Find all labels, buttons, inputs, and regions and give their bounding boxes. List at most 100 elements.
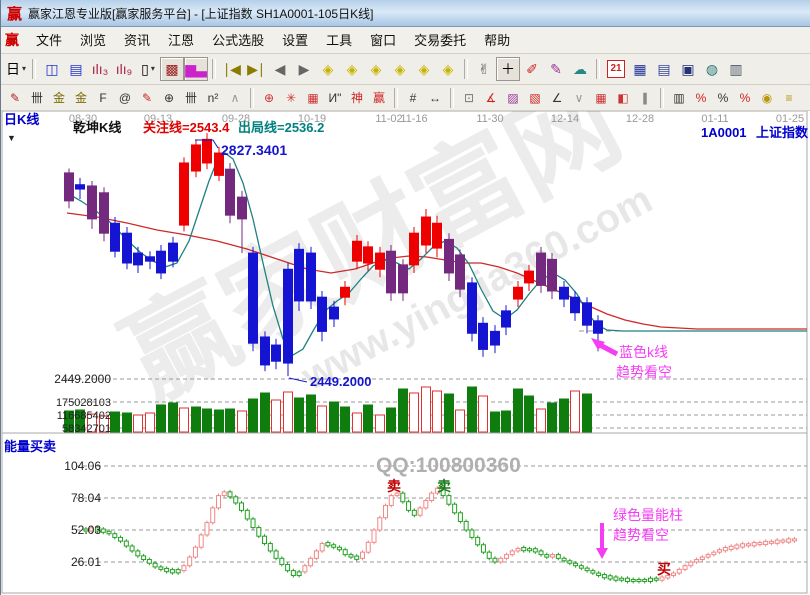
gold-line-tool[interactable]: ≡ [785, 90, 793, 105]
f-grid-tool[interactable]: F [99, 90, 107, 105]
menu-item-2[interactable]: 资讯 [124, 33, 151, 48]
angle-gray-tool[interactable]: ∧ [230, 90, 240, 105]
svg-text:08-30: 08-30 [69, 113, 97, 125]
diamond-expand-button[interactable]: ◈ [418, 61, 430, 77]
energy-pane-label[interactable]: 能量买卖 [4, 439, 56, 454]
blue-k-arrow-icon [591, 338, 619, 357]
frame-grid-tool[interactable]: # [409, 90, 417, 105]
pattern-view-button[interactable]: ◫ [45, 61, 59, 77]
svg-text:09-13: 09-13 [144, 113, 172, 125]
period-dropdown-icon[interactable]: ▼ [7, 133, 16, 143]
circle-grid-tool[interactable]: ⊕ [163, 90, 175, 105]
pen-red-tool[interactable]: ✎ [141, 90, 153, 105]
calendar-button[interactable]: 21 [607, 60, 625, 78]
toolbar-separator [32, 59, 36, 79]
blue-k-annotation-2: 趋势看空 [616, 364, 672, 380]
menu-item-6[interactable]: 工具 [326, 33, 353, 48]
cloud-tool-button[interactable]: ☁ [573, 61, 587, 77]
gold-grid-tool[interactable]: 金 [52, 90, 65, 105]
svg-text:11-02: 11-02 [375, 113, 402, 125]
menu-item-0[interactable]: 文件 [36, 33, 63, 48]
info-list-button[interactable]: ▤ [69, 61, 83, 77]
save-button[interactable]: ▣ [681, 61, 695, 77]
web-grid-tool[interactable]: ▦ [307, 90, 319, 105]
bars-3-button[interactable]: ılı₃ [91, 61, 109, 77]
volume-color-button[interactable]: ▆▃ [184, 57, 208, 81]
diamond-left-button[interactable]: ◈ [322, 61, 334, 77]
title-bar: 赢 赢家江恩专业版[赢家服务平台] - [上证指数 SH1A0001-105日K… [1, 0, 810, 27]
first-bar-button[interactable]: ∣◀ [223, 61, 241, 77]
hollow-candle-button[interactable]: ▯ ▾ [141, 61, 155, 77]
target-red-tool[interactable]: ⊕ [263, 90, 275, 105]
prev-bar-button[interactable]: ◀ [274, 61, 286, 77]
peak-price-label: 2827.3401 [221, 142, 287, 158]
star-grid-tool[interactable]: ✳ [285, 90, 297, 105]
spiral-tool[interactable]: @ [118, 90, 132, 105]
menu-item-9[interactable]: 帮助 [484, 33, 511, 48]
chart-canvas[interactable]: 赢家财富网 www.yingjia360.com 08-3009-1309-28… [1, 61, 810, 595]
fan-box-tool[interactable]: ▨ [507, 90, 519, 105]
shen-grid-tool[interactable]: 神 [350, 90, 363, 105]
toolbar-separator [212, 59, 216, 79]
period-label[interactable]: 日K线 [4, 112, 39, 127]
menu-item-5[interactable]: 设置 [282, 33, 309, 48]
width-tool[interactable]: ↔ [429, 90, 441, 105]
toolbar-gann: ✎ 卌金金 F @ ✎ ⊕ 卌 n² ∧ ⊕ ✳ ▦ И" 神赢 # ↔ ⊡ ∡ ▨ ▧ ∠ ∨ ▦ ◧ ∥ ▥%%% ◉ ≡ [1, 85, 810, 111]
percent-tool[interactable]: % [717, 90, 729, 105]
pen-tool[interactable]: ✎ [9, 90, 21, 105]
qiankun-pattern-button[interactable]: ▩ [160, 57, 184, 81]
parallel-tool[interactable]: ∥ [642, 90, 648, 105]
menu-item-3[interactable]: 江恩 [168, 33, 195, 48]
gold-grid2-tool[interactable]: 金 [74, 90, 87, 105]
red-grid2-tool[interactable]: ◧ [617, 90, 629, 105]
grid-tool[interactable]: 卌 [30, 90, 43, 105]
green-bar-annotation-1: 绿色量能柱 [613, 507, 683, 523]
symbol-code[interactable]: 1A0001 [701, 125, 747, 140]
gold-circle-tool[interactable]: ◉ [761, 90, 773, 105]
red-grid-tool[interactable]: ▦ [595, 90, 607, 105]
bars-9-button[interactable]: ılı₉ [115, 61, 133, 77]
percent-cut-tool[interactable]: % [695, 90, 707, 105]
ying-grid-tool[interactable]: 赢 [372, 90, 385, 105]
diamond-right-button[interactable]: ◈ [346, 61, 358, 77]
crosshair-tool-button[interactable]: ＋ [496, 57, 520, 81]
gann-i-tool[interactable]: И" [328, 90, 342, 105]
fan-red-tool[interactable]: ∡ [485, 90, 497, 105]
window-title: 赢家江恩专业版[赢家服务平台] - [上证指数 SH1A0001-105日K线] [28, 6, 374, 21]
last-bar-button[interactable]: ▶∣ [247, 61, 265, 77]
svg-text:11-16: 11-16 [400, 113, 427, 125]
menu-item-7[interactable]: 窗口 [370, 33, 397, 48]
bars-frame-tool[interactable]: ▥ [673, 90, 685, 105]
sell-signal-1: 卖 [387, 478, 401, 494]
fan-dense-tool[interactable]: ▧ [529, 90, 541, 105]
angle-tool-button[interactable]: ✐ [526, 61, 538, 77]
line-grid-tool[interactable]: 卌 [184, 90, 197, 105]
calculator-button[interactable]: ▦ [633, 61, 647, 77]
diamond-compress-button[interactable]: ◈ [442, 61, 454, 77]
svg-text:12-14: 12-14 [551, 113, 579, 125]
diamond-center-button[interactable]: ◈ [394, 61, 406, 77]
next-bar-button[interactable]: ▶ [298, 61, 310, 77]
diamond-split-button[interactable]: ◈ [370, 61, 382, 77]
purple-tool-button[interactable]: ✎ [550, 61, 562, 77]
period-day-button[interactable]: 日 ▾ [5, 61, 26, 77]
menu-item-1[interactable]: 浏览 [80, 33, 107, 48]
dropdown-caret-icon: ▾ [150, 64, 155, 73]
svg-text:11-30: 11-30 [476, 113, 503, 125]
svg-text:10-19: 10-19 [298, 113, 326, 125]
box-corner-tool[interactable]: ⊡ [463, 90, 475, 105]
menu-item-8[interactable]: 交易委托 [414, 33, 467, 48]
menu-item-4[interactable]: 公式选股 [212, 33, 265, 48]
symbol-name[interactable]: 上证指数 [756, 125, 809, 140]
n2-grid-tool[interactable]: n² [207, 90, 219, 105]
hand-tool-button[interactable]: ✌ [478, 61, 490, 77]
percent-line-tool[interactable]: % [739, 90, 751, 105]
computer-button[interactable]: ▥ [729, 61, 743, 77]
network-button[interactable]: ◍ [705, 61, 719, 77]
notes-button[interactable]: ▤ [657, 61, 671, 77]
app-logo-icon: 赢 [7, 5, 23, 23]
trend-line-tool[interactable]: ∠ [551, 90, 563, 105]
v-line-tool[interactable]: ∨ [574, 90, 584, 105]
low-axis-label: 2449.2000 [54, 372, 111, 386]
